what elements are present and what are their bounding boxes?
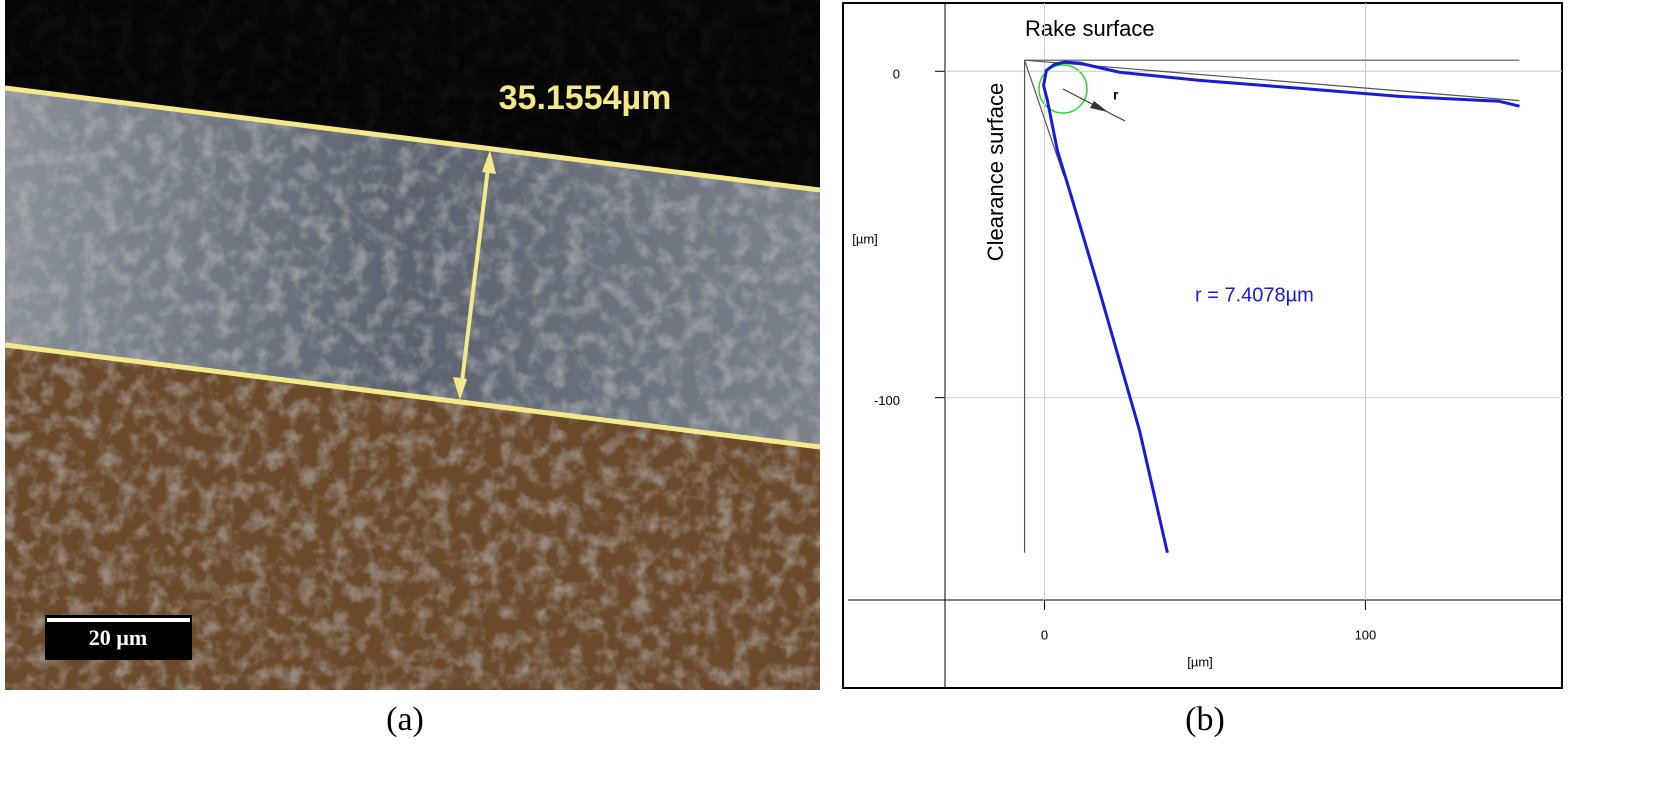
- x-axis-label: [µm]: [1187, 654, 1213, 669]
- micrograph: [5, 0, 820, 690]
- chart-frame: [842, 2, 1563, 689]
- annotation: Rake surface: [1025, 16, 1155, 41]
- annotation: r: [1113, 87, 1119, 103]
- caption: (b): [1185, 701, 1225, 738]
- measurement-label: 35.1554µm: [499, 79, 672, 117]
- profile-line: [1042, 60, 1520, 554]
- profile-line: [1024, 59, 1065, 176]
- annotation: Clearance surface: [983, 83, 1008, 262]
- x-tick-label: 0: [1041, 627, 1048, 642]
- caption: (a): [386, 701, 424, 738]
- x-tick-label: 100: [1355, 627, 1377, 642]
- fit-circle: [1038, 64, 1088, 114]
- radius-arrow: [1090, 101, 1108, 112]
- y-tick-label: -100: [874, 393, 900, 408]
- y-axis-label: [µm]: [852, 231, 878, 246]
- annotation: r = 7.4078µm: [1195, 284, 1314, 306]
- scale-bar-label: 20 µm: [89, 625, 148, 650]
- y-tick-label: 0: [893, 67, 900, 82]
- profile-line: [1024, 59, 1520, 102]
- profile-line: [1023, 59, 1520, 553]
